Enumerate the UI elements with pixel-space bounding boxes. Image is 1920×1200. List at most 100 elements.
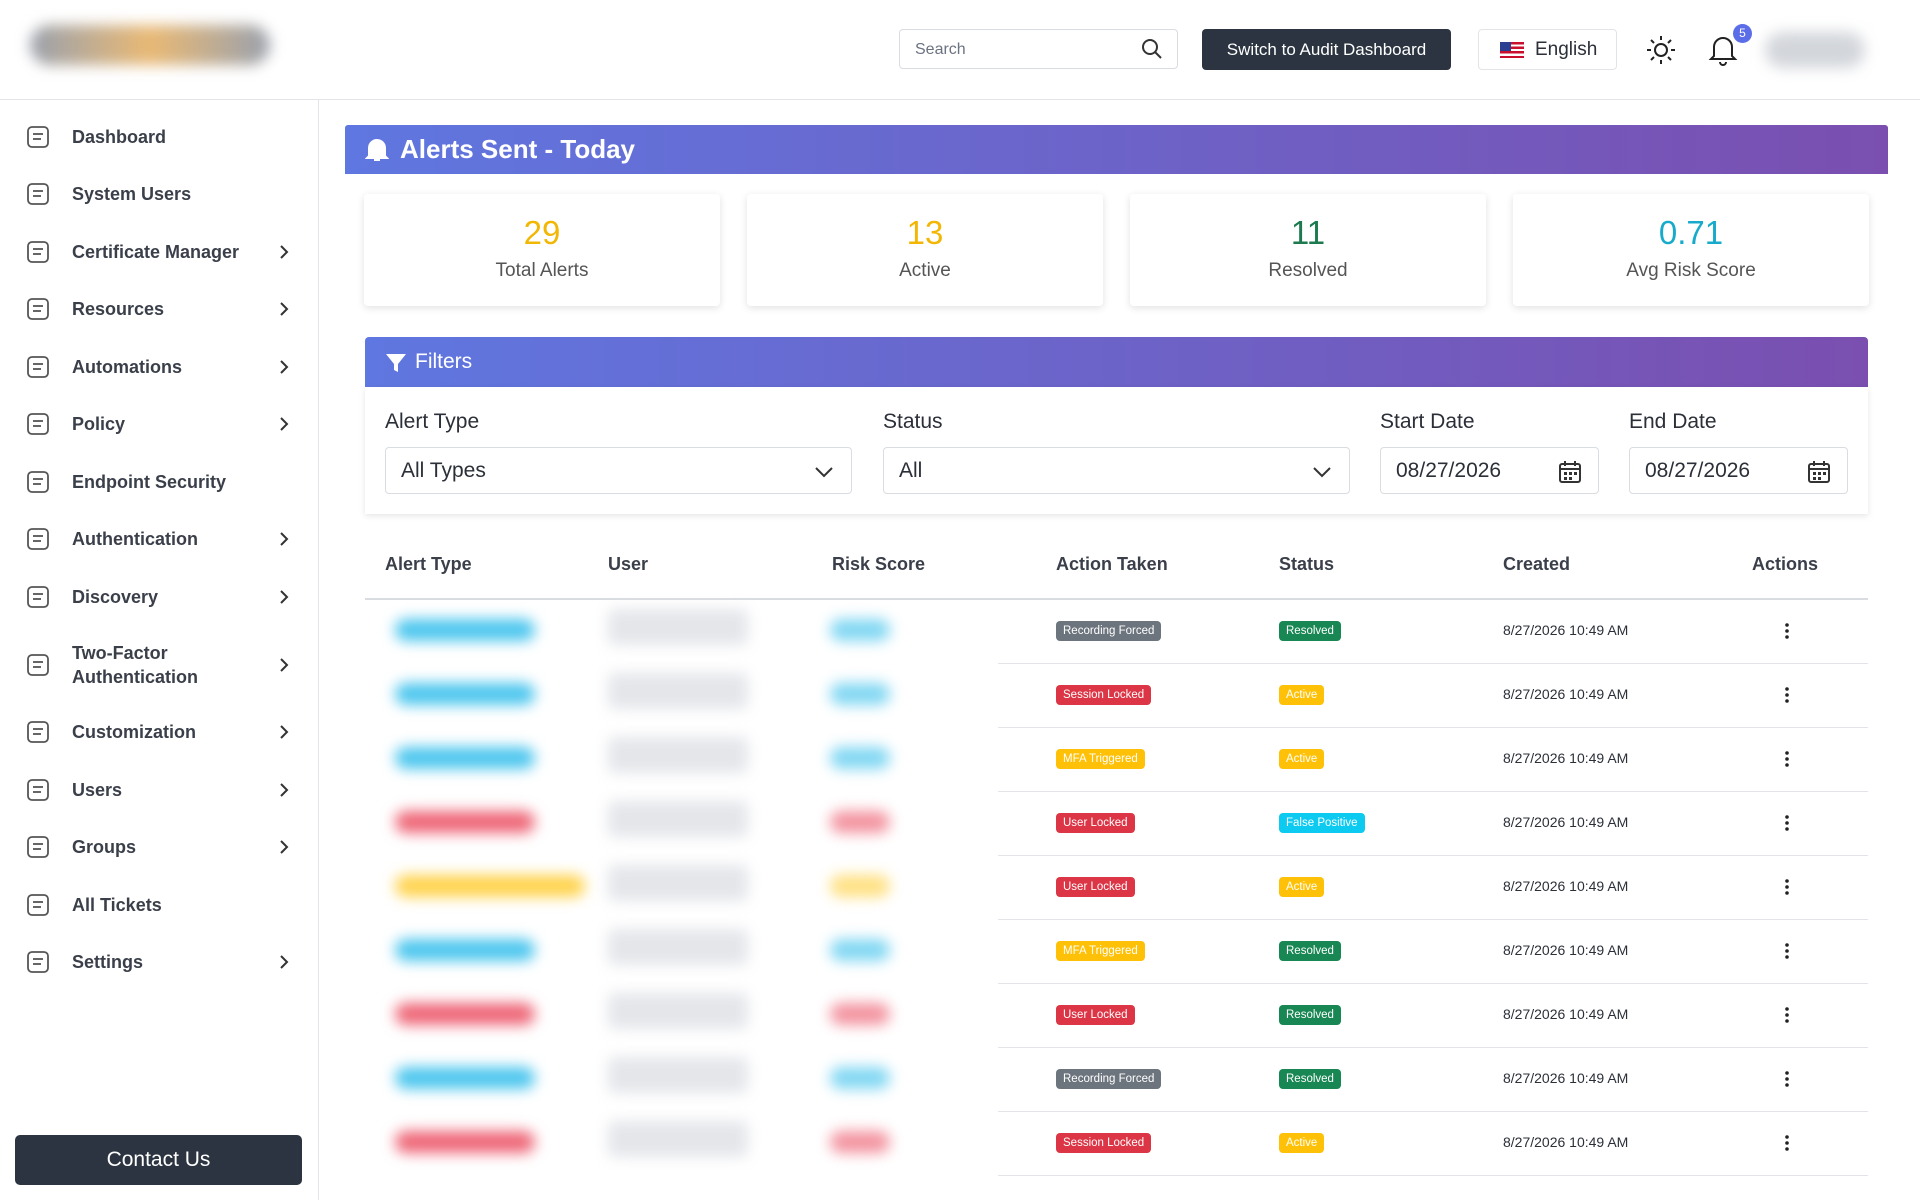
contact-button[interactable]: Contact Us [15, 1135, 302, 1185]
created: 8/27/2026 10:49 AM [1503, 750, 1629, 766]
filter-input[interactable]: 08/27/2026 [1380, 447, 1599, 494]
language: English [1535, 39, 1598, 60]
status-badge: False Positive [1279, 813, 1365, 833]
nav-item[interactable]: Dashboard [0, 108, 318, 166]
dropdown-arrow [1313, 467, 1331, 478]
nav-icon [27, 413, 49, 436]
risk-cell [830, 939, 890, 961]
filter-input[interactable]: 08/27/2026 [1629, 447, 1848, 494]
filter-icon [386, 354, 406, 372]
column-header: Created [1503, 554, 1571, 574]
nav-item[interactable]: Automations [0, 338, 318, 396]
search-icon [1142, 39, 1162, 59]
type-pill [395, 875, 585, 897]
column-header: Alert Type [385, 554, 472, 574]
nav-label: Certificate Manager [72, 241, 240, 262]
user-cell [608, 673, 748, 709]
stat-card: 29 Total Alerts [364, 194, 720, 306]
nav-item[interactable]: Two-Factor Authentication [0, 626, 318, 704]
nav-item[interactable]: Authentication [0, 511, 318, 569]
sidebar: Dashboard System Users Certificate Manager… [0, 100, 319, 1200]
stat-card: 0.71 Avg Risk Score [1513, 194, 1869, 306]
stat-label: Resolved [1268, 260, 1348, 281]
type-pill [395, 939, 535, 961]
nav-icon [27, 355, 49, 378]
row-line [998, 727, 1868, 728]
audit-button[interactable]: Switch to Audit Dashboard [1202, 29, 1451, 70]
action-badge: User Locked [1056, 877, 1135, 897]
nav-item[interactable]: Certificate Manager [0, 223, 318, 281]
filter-input[interactable]: All [883, 447, 1350, 494]
nav-label: System Users [72, 184, 192, 205]
action-badge: MFA Triggered [1056, 749, 1145, 769]
nav-item[interactable]: Settings [0, 934, 318, 992]
created: 8/27/2026 10:49 AM [1503, 878, 1629, 894]
nav-icon [27, 183, 49, 206]
nav-item[interactable]: Discovery [0, 568, 318, 626]
risk-cell [830, 1067, 890, 1089]
created: 8/27/2026 10:49 AM [1503, 686, 1629, 702]
dropdown-arrow [815, 467, 833, 478]
row-line [998, 855, 1868, 856]
nav-icon [27, 298, 49, 321]
nav-icon [27, 836, 49, 859]
nav-item[interactable]: Policy [0, 396, 318, 454]
nav-item[interactable]: System Users [0, 166, 318, 224]
nav-label: Groups [72, 837, 137, 858]
row-actions [1785, 815, 1789, 831]
stat-label: Total Alerts [495, 260, 589, 281]
action-badge: Session Locked [1056, 685, 1152, 705]
filter-value: 08/27/2026 [1396, 459, 1502, 482]
nav-item[interactable]: Users [0, 761, 318, 819]
header-line [365, 598, 1868, 600]
nav-label: Settings [72, 952, 144, 973]
nav-item[interactable]: Groups [0, 819, 318, 877]
nav-label: Users [72, 779, 123, 800]
chevron [280, 245, 289, 259]
status-badge: Active [1279, 1133, 1325, 1153]
type-pill [395, 683, 535, 705]
user-cell [608, 737, 748, 773]
theme-toggle[interactable] [1646, 35, 1676, 65]
type-pill [395, 747, 535, 769]
column-header: Actions [1752, 554, 1819, 574]
language-select[interactable]: English [1478, 29, 1617, 70]
stat-label: Avg Risk Score [1626, 260, 1756, 281]
action-badge: User Locked [1056, 1005, 1135, 1025]
row-line [998, 791, 1868, 792]
nav-item[interactable]: Resources [0, 281, 318, 339]
column-header: Risk Score [832, 554, 926, 574]
row-actions [1785, 623, 1789, 639]
status-badge: Active [1279, 749, 1325, 769]
nav-item[interactable]: Endpoint Security [0, 453, 318, 511]
nav-icon [27, 893, 49, 916]
chevron [280, 725, 289, 739]
chevron [280, 840, 289, 854]
nav-item[interactable]: All Tickets [0, 876, 318, 934]
nav-label: Policy [72, 414, 126, 435]
chevron [280, 532, 289, 546]
user-cell [608, 1057, 748, 1093]
nav-item[interactable]: Customization [0, 704, 318, 762]
nav-icon [27, 528, 49, 551]
stat-value: 11 [1290, 214, 1326, 251]
row-actions [1785, 879, 1789, 895]
search-box[interactable]: Search [899, 29, 1178, 69]
user-avatar[interactable] [1765, 32, 1865, 68]
notification-bell[interactable] [1708, 34, 1738, 66]
nav-icon [27, 653, 49, 676]
action-badge: Session Locked [1056, 1133, 1152, 1153]
risk-cell [830, 619, 890, 641]
created: 8/27/2026 10:49 AM [1503, 1134, 1629, 1150]
chevron [280, 657, 289, 672]
nav-label: Discovery [72, 586, 159, 607]
created: 8/27/2026 10:49 AM [1503, 814, 1629, 830]
stat-value: 13 [906, 214, 944, 251]
action-badge: User Locked [1056, 813, 1135, 833]
nav-label: Dashboard [72, 126, 167, 147]
status-badge: Resolved [1279, 1005, 1341, 1025]
filter-input[interactable]: All Types [385, 447, 852, 494]
status-badge: Resolved [1279, 621, 1341, 641]
column-header: Status [1279, 554, 1335, 574]
